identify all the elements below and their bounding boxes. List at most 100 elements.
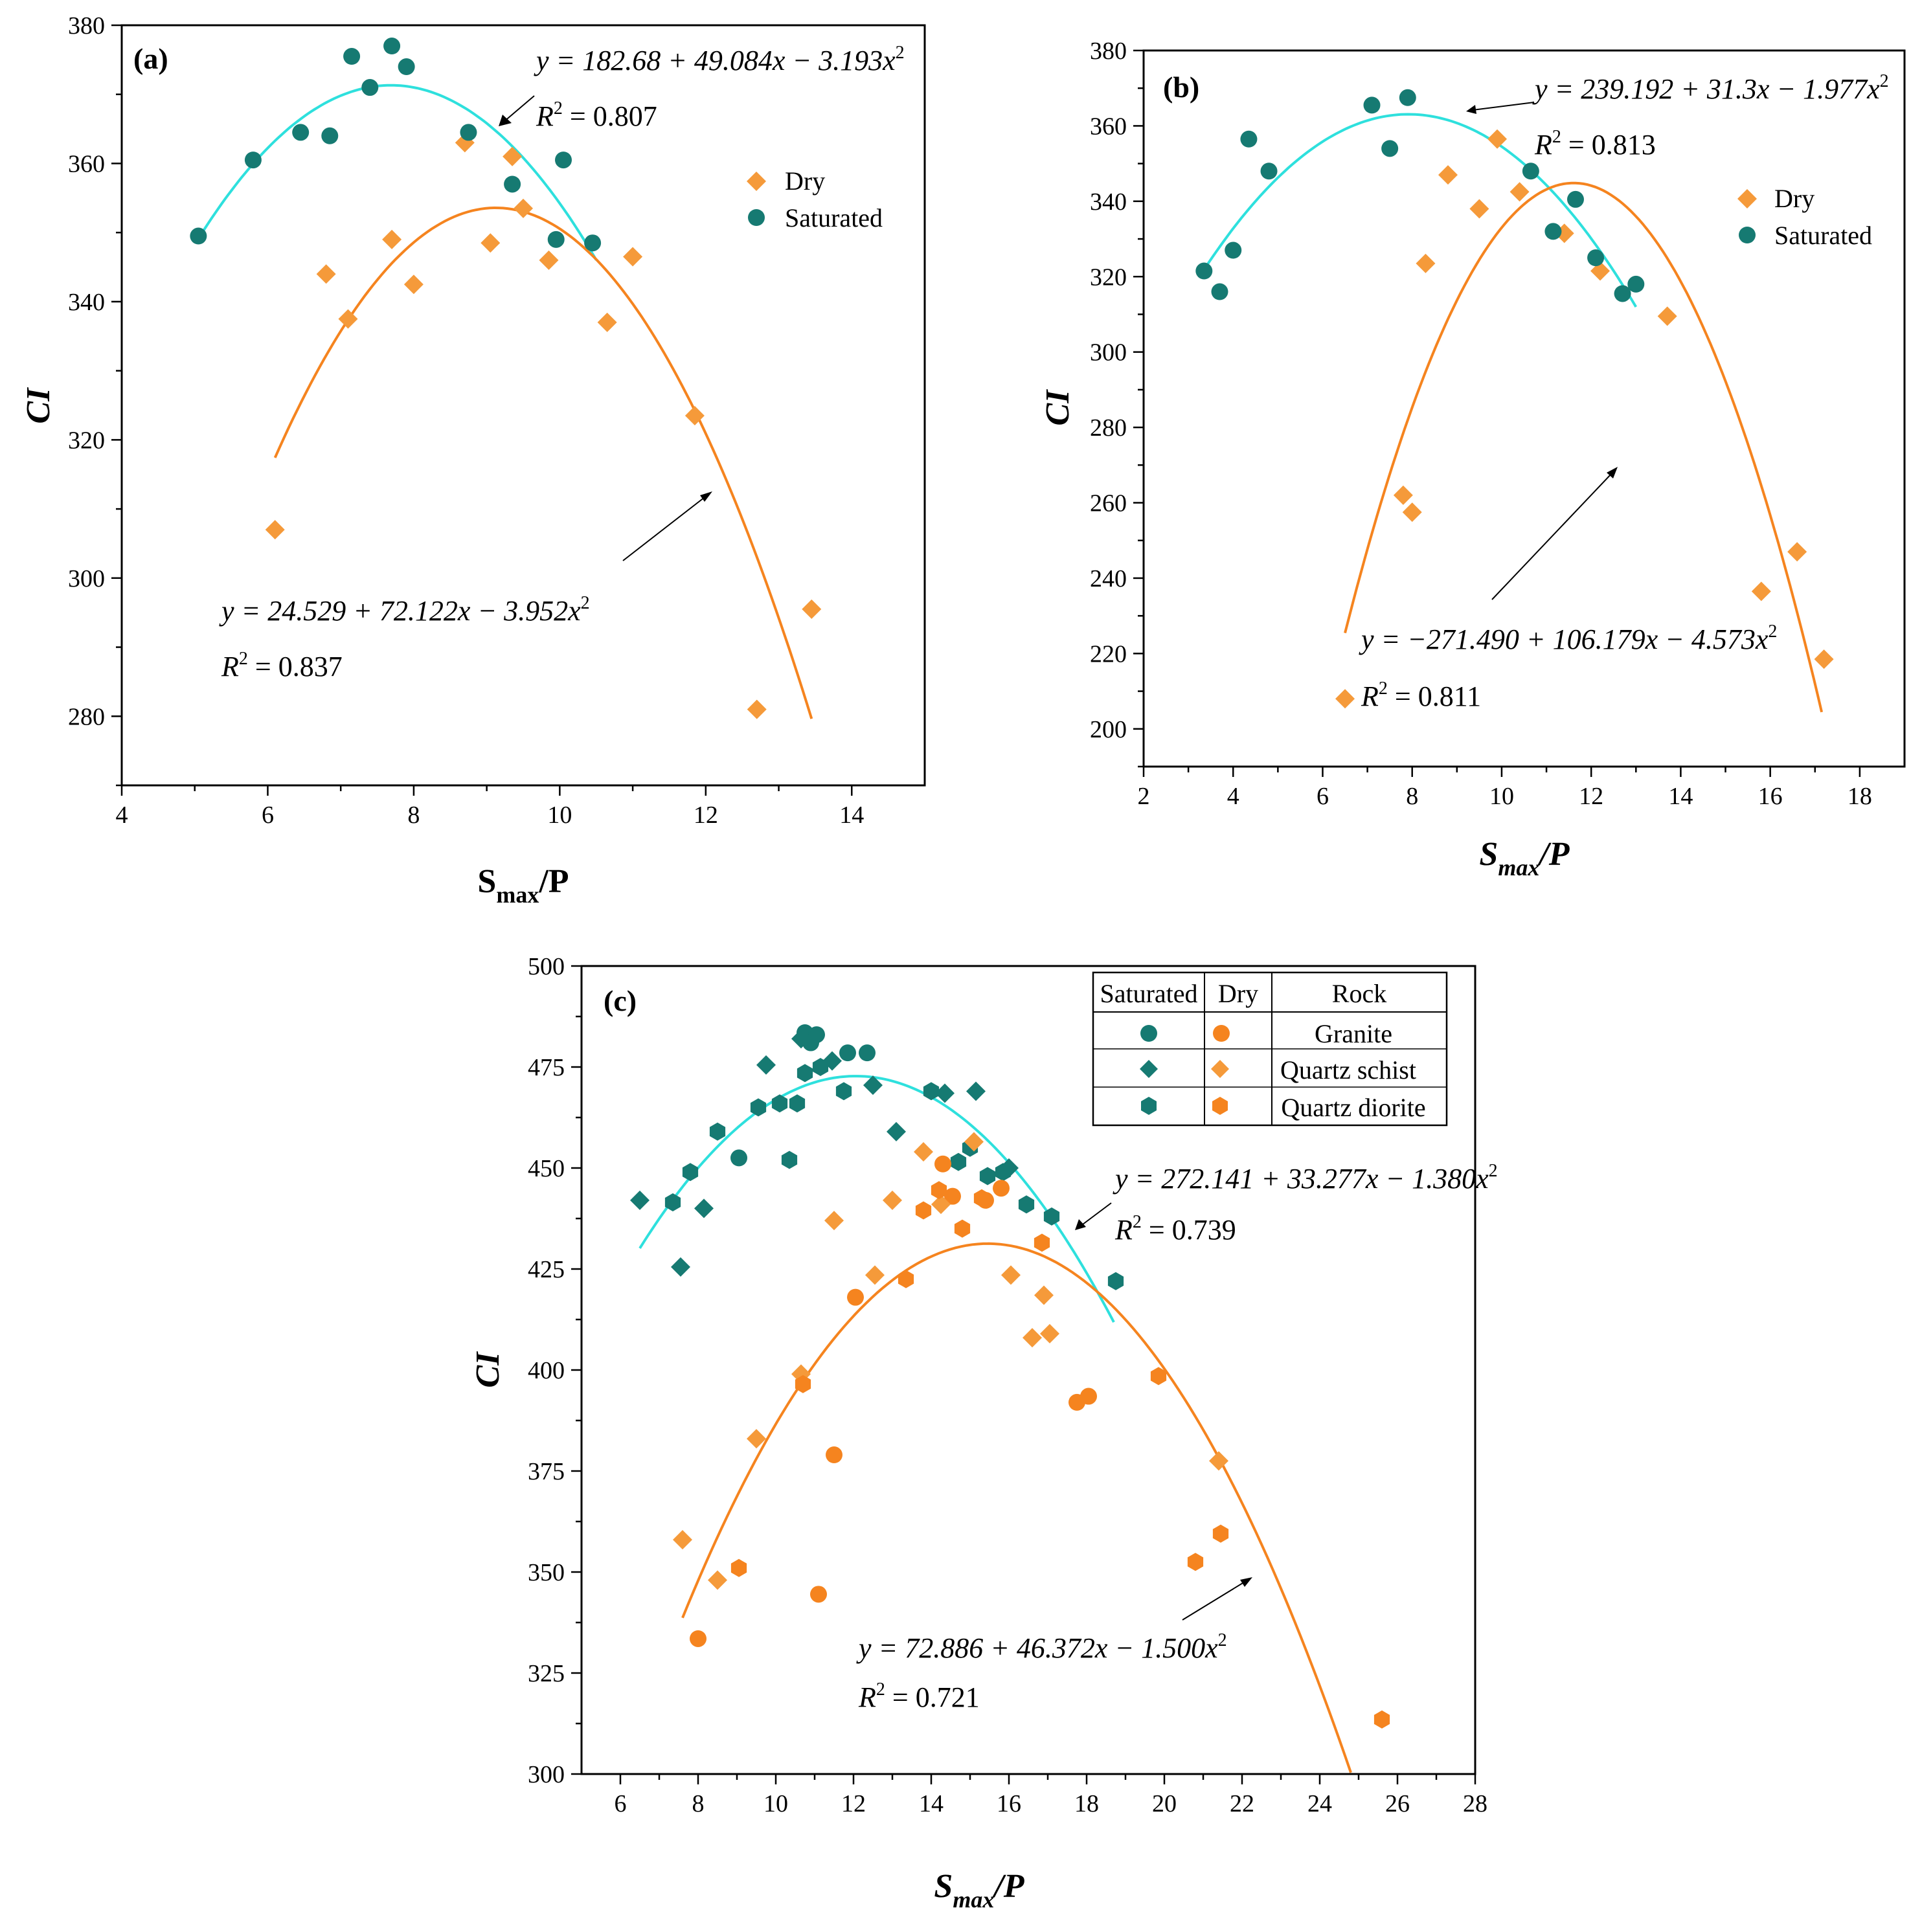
saturated-circle-point [584,234,602,252]
dry-diamond-point [1554,223,1574,243]
data-points-c [630,1024,1390,1729]
saturated-hexagon-point [771,1094,788,1113]
saturated-circle-point [1614,285,1631,302]
x-tick-label: 12 [841,1790,866,1817]
dry-diamond-point [316,264,336,284]
saturated-hexagon-point [789,1094,806,1113]
saturated-circle-point [460,124,477,141]
y-tick-label: 375 [528,1458,565,1485]
saturated-circle-point [730,1149,747,1167]
y-tick-label: 280 [1090,414,1127,442]
saturated-circle-point [1195,262,1213,280]
dry-hexagon-point [1150,1367,1167,1386]
y-tick-label: 340 [68,289,105,316]
plot-frame-a [120,24,926,787]
dry-diamond-point [1657,306,1677,326]
saturated-hexagon-point [797,1064,813,1083]
x-ticks-b: 2 4 6 8 10 12 14 16 18 [1138,767,1872,810]
x-axis-label-c: Smax/P [934,1868,1024,1913]
saturated-circle-point [244,152,262,169]
sat-fit-equation-c: y = 272.141 + 33.277x − 1.380x2 [1113,1161,1498,1195]
y-tick-label: 325 [528,1660,565,1687]
dry-diamond-point [1402,502,1422,522]
saturated-circle-point [1211,283,1228,300]
saturated-circle-point [1225,242,1242,259]
legend-rock-quartz-schist: Quartz schist [1280,1055,1416,1084]
legend-rock-granite: Granite [1315,1019,1392,1048]
y-tick-label: 350 [528,1559,565,1586]
legend-header-rock: Rock [1332,979,1386,1008]
saturated-hexagon-point [781,1151,798,1169]
dry-circle-point [944,1187,961,1205]
data-points-a [190,38,822,719]
saturated-fit-curve [197,84,598,261]
dry-diamond-point [964,1132,984,1152]
x-tick-label: 8 [407,802,420,829]
saturated-hexagon-point [750,1098,767,1117]
dry-fit-curve [273,206,813,719]
y-tick-label: 300 [1090,339,1127,366]
dry-diamond-point [1438,165,1458,185]
saturated-hexagon-point [995,1163,1012,1182]
y-ticks-c: 300 325 350 375 400 425 450 475 500 [528,953,582,1788]
dry-hexagon-point [730,1558,747,1577]
dry-diamond-point [623,247,643,267]
saturated-circle-point [504,175,521,193]
y-axis-label-b: CI [1039,389,1076,426]
saturated-diamond-point [966,1081,986,1101]
saturated-circle-point [361,79,379,96]
saturated-circle-point [1522,163,1539,180]
x-tick-label: 10 [763,1790,788,1817]
dry-diamond-point [1787,542,1807,562]
saturated-hexagon-point [979,1167,996,1185]
x-tick-label: 16 [997,1790,1021,1817]
y-tick-label: 300 [528,1761,565,1788]
dry-diamond-point [480,233,501,253]
dry-diamond-point [1509,182,1530,202]
dry-fit-equation-a: y = 24.529 + 72.122x − 3.952x2 [219,593,590,627]
y-tick-label: 300 [68,565,105,592]
dry-hexagon-point [795,1375,811,1393]
dry-diamond-point [1487,129,1508,149]
saturated-diamond-point [863,1075,883,1095]
y-ticks-b: 200 220 240 260 280 300 320 340 360 380 [1090,38,1144,768]
saturated-diamond-point [756,1055,776,1075]
saturated-diamond-point [935,1083,955,1103]
sat-fit-r2-b: R2 = 0.813 [1534,127,1656,161]
y-tick-label: 360 [1090,113,1127,140]
dry-circle-point [690,1630,707,1647]
dry-hexagon-point [898,1270,914,1288]
dry-arrow-b [1491,467,1618,600]
dry-diamond-point [708,1570,727,1590]
fit-curves-a [197,84,813,719]
x-tick-label: 14 [1668,783,1693,810]
saturated-hexagon-point [950,1152,967,1171]
dry-hexagon-point [1374,1710,1390,1729]
x-tick-label: 6 [1317,783,1329,810]
dry-hexagon-point [1034,1233,1050,1252]
x-tick-label: 12 [1579,783,1603,810]
saturated-circle-point [398,58,415,76]
chart-panel-a: (a) 280 300 320 340 360 380 4 6 8 10 12 14 y = 182… [20,12,926,908]
dry-diamond-point [747,699,767,719]
saturated-circle-point [1544,223,1562,240]
y-axis-label-a: CI [20,387,57,424]
y-tick-label: 475 [528,1054,565,1081]
legend-header-dry: Dry [1218,979,1258,1008]
y-tick-label: 380 [1090,38,1127,65]
saturated-circle-point [1240,130,1258,148]
saturated-circle-point [1627,275,1645,293]
x-tick-label: 28 [1463,1790,1487,1817]
dry-diamond-point [1023,1328,1042,1348]
saturated-hexagon-point [709,1122,726,1141]
plot-frame-b [1142,49,1906,768]
y-tick-label: 340 [1090,188,1127,216]
dry-fit-r2-c: R2 = 0.721 [858,1679,980,1713]
dry-diamond-point [1335,689,1355,709]
panel-label-a: (a) [133,42,168,75]
x-tick-label: 12 [694,802,718,829]
saturated-hexagon-point [1018,1195,1035,1214]
dry-diamond-point [597,312,617,332]
saturated-circle-point [1363,96,1381,114]
dry-circle-point [826,1446,842,1464]
